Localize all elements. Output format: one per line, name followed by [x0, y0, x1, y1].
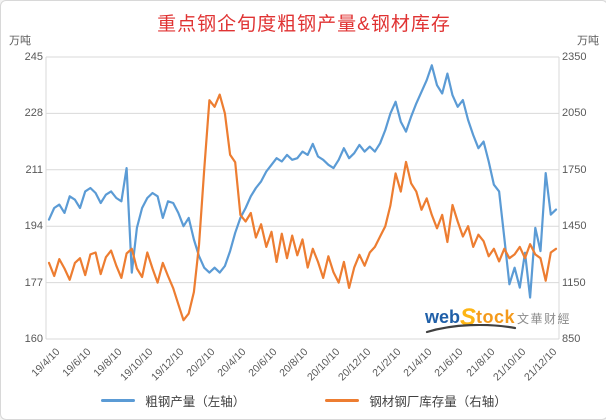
legend-label-production: 粗钢产量（左轴） — [145, 395, 246, 409]
inventory-line — [47, 93, 558, 322]
y-axis-left-tick: 160 — [24, 333, 43, 345]
y-axis-left-tick: 177 — [24, 276, 43, 289]
right-axis-unit-label: 万吨 — [577, 35, 599, 47]
left-axis-unit-label: 万吨 — [9, 35, 31, 47]
watermark-web-text: web — [425, 307, 461, 327]
legend-item-production: 粗钢产量（左轴） — [101, 391, 245, 410]
y-axis-right-tick: 2050 — [562, 107, 587, 120]
y-axis-left-tick: 211 — [25, 163, 43, 176]
watermark: webStock 文華财經 — [425, 300, 575, 336]
legend-label-inventory: 钢材钢厂库存量（右轴） — [369, 395, 507, 409]
y-axis-right-tick: 850 — [562, 333, 581, 345]
legend: 粗钢产量（左轴） 钢材钢厂库存量（右轴） — [1, 391, 606, 410]
watermark-swoosh-icon — [425, 324, 517, 334]
legend-item-inventory: 钢材钢厂库存量（右轴） — [325, 391, 507, 410]
y-axis-right-tick: 1450 — [562, 220, 587, 233]
legend-swatch-production — [101, 399, 136, 402]
y-axis-right-tick: 2350 — [562, 51, 587, 63]
y-axis-right-tick: 1750 — [562, 163, 587, 176]
y-axis-left-tick: 245 — [24, 51, 43, 63]
y-axis-left-tick: 228 — [24, 107, 43, 120]
watermark-cjk-text: 文華财經 — [517, 312, 572, 326]
legend-swatch-inventory — [325, 399, 360, 402]
y-axis-left-tick: 194 — [24, 220, 43, 233]
y-axis-right-tick: 1150 — [562, 276, 586, 289]
chart-title: 重点钢企旬度粗钢产量&钢材库存 — [157, 14, 451, 35]
watermark-tock-text: tock — [476, 307, 516, 327]
